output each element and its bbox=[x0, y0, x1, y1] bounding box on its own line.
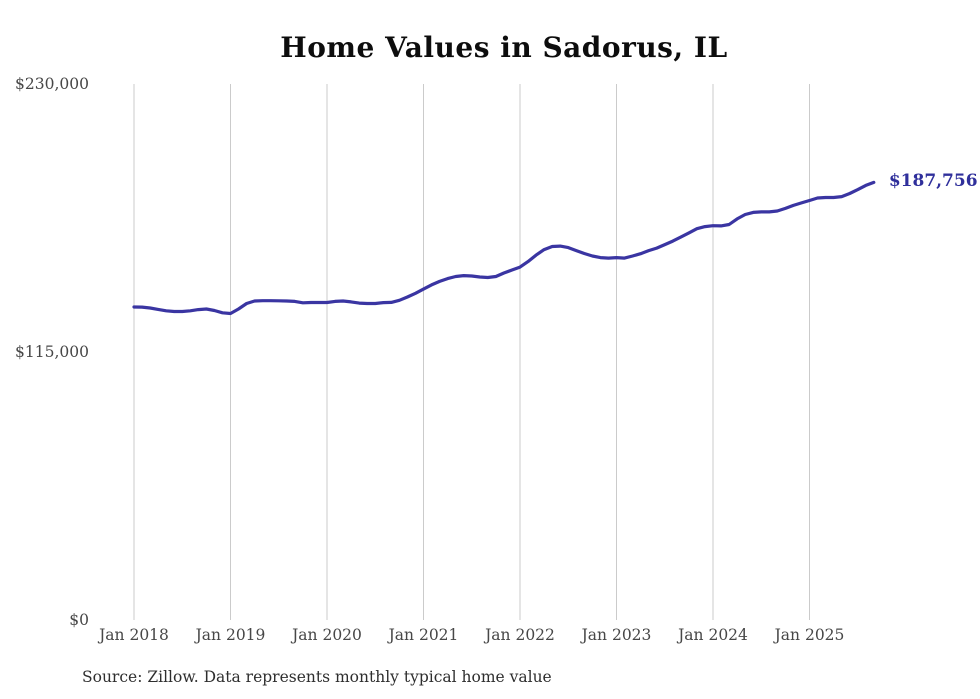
source-note: Source: Zillow. Data represents monthly … bbox=[82, 668, 552, 686]
x-axis-label: Jan 2023 bbox=[581, 626, 652, 644]
latest-value-label: $187,756 bbox=[888, 171, 978, 192]
y-axis-label: $115,000 bbox=[15, 343, 89, 361]
y-axis-label: $0 bbox=[69, 611, 89, 629]
x-axis-label: Jan 2020 bbox=[292, 626, 362, 644]
x-axis-label: Jan 2019 bbox=[195, 626, 266, 644]
chart-title: Home Values in Sadorus, IL bbox=[280, 31, 728, 64]
home-value-line bbox=[132, 180, 876, 316]
x-axis-label: Jan 2024 bbox=[678, 626, 748, 644]
x-axis-label: Jan 2018 bbox=[99, 626, 169, 644]
x-axis-label: Jan 2022 bbox=[485, 626, 555, 644]
y-axis-label: $230,000 bbox=[15, 75, 89, 93]
x-axis-label: Jan 2021 bbox=[388, 626, 459, 644]
x-axis-label: Jan 2025 bbox=[774, 626, 845, 644]
